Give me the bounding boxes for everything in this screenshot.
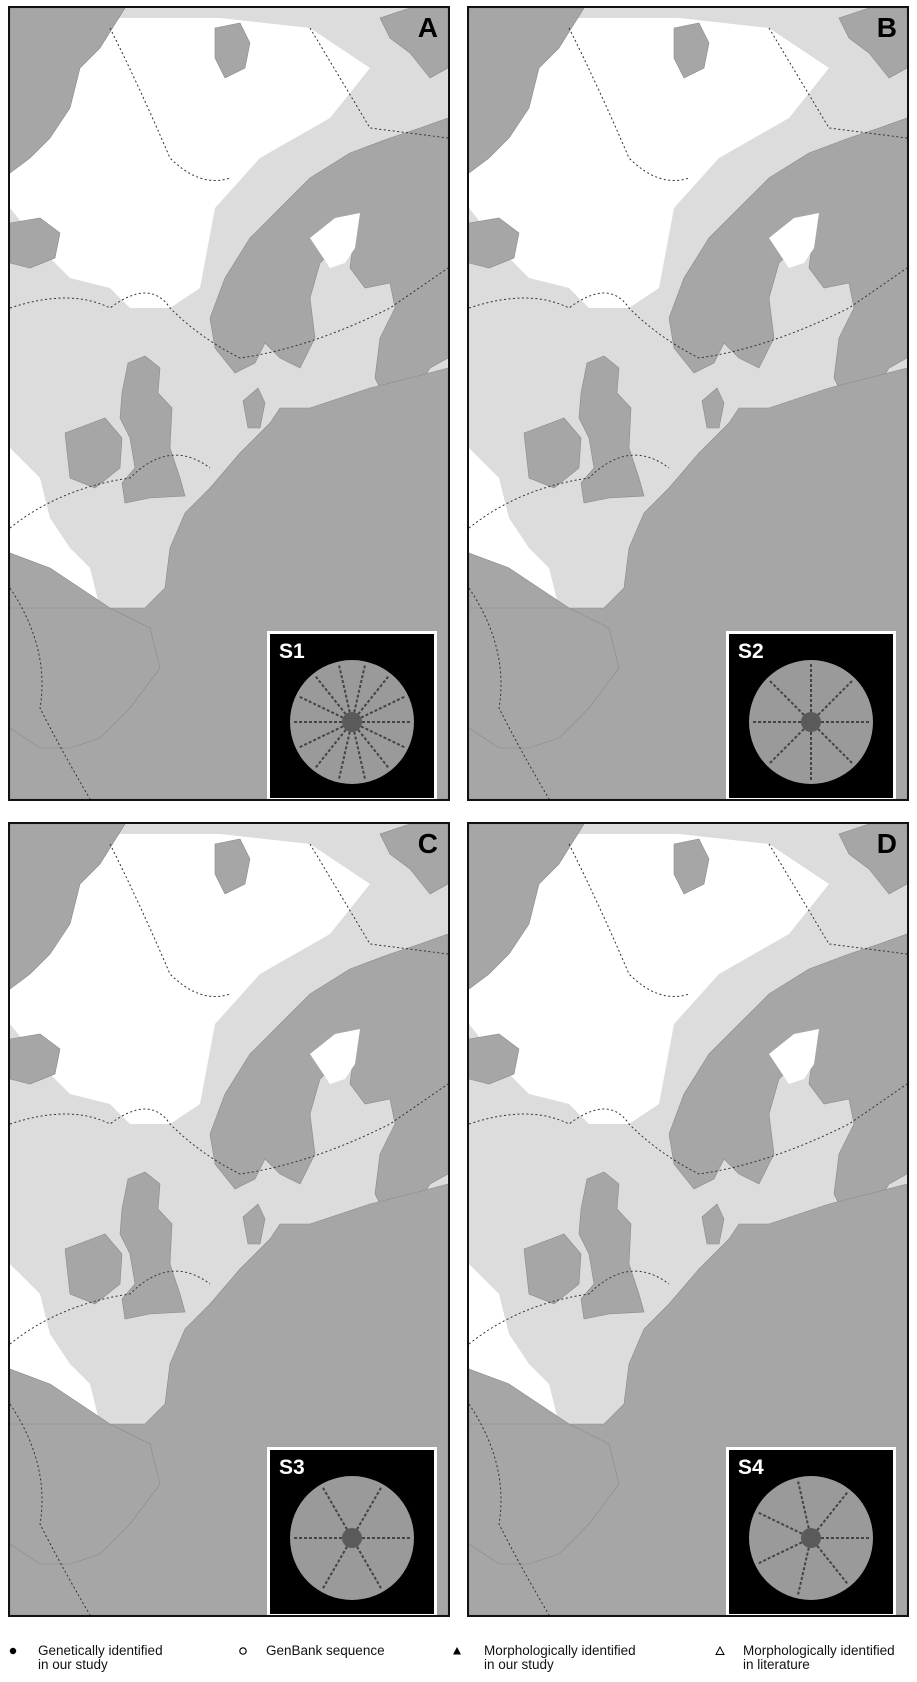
legend-label: Morphologically identified in our study [484,1643,636,1672]
panel-letter: D [876,828,897,859]
foraminifera-image-inset: S3 [267,1447,437,1615]
denmark [701,387,725,429]
gulf-of-bothnia [310,213,360,268]
iberian-peninsula [469,607,620,749]
filled-triangle-icon [453,1647,461,1655]
shelf-contour [469,587,550,799]
denmark [242,1203,266,1245]
iceland [10,1033,61,1085]
novaya-zemlya [379,824,448,895]
greenland [10,824,126,990]
map-panel-b: B S2 [467,6,909,801]
scandinavia [209,117,448,409]
map-panel-c: C S3 [8,822,450,1617]
shelf-contour [469,1270,670,1345]
foraminifera-specimen-image [290,1476,414,1600]
iceland [469,1033,520,1085]
greenland [469,824,585,990]
iberian-peninsula [10,607,161,749]
species-label: S4 [738,1456,764,1479]
shelf-contour [10,587,91,799]
map-panel-a: A S1 [8,6,450,801]
scandinavia [668,933,907,1225]
species-label: S3 [279,1456,305,1479]
shelf-contour [469,454,670,529]
greenland [10,8,126,174]
umbilicus [801,1528,821,1548]
filled-circle-icon [9,1647,17,1655]
deep-ocean [10,18,370,308]
shelf-contour [469,1403,550,1615]
scandinavia [668,117,907,409]
umbilicus [342,1528,362,1548]
shelf-contour [469,267,907,359]
great-britain [578,1171,645,1320]
foraminifera-image-inset: S1 [267,631,437,799]
great-britain [578,355,645,504]
shelf-contour [309,27,448,139]
novaya-zemlya [379,8,448,79]
shelf-contour [568,843,690,997]
svalbard [214,22,251,79]
shelf-contour [109,27,231,181]
denmark [242,387,266,429]
gulf-of-bothnia [769,1029,819,1084]
deep-ocean [469,18,829,308]
panel-letter: C [417,828,438,859]
iberian-peninsula [10,1423,161,1565]
foraminifera-specimen-image [749,660,873,784]
shelf-contour [109,843,231,997]
shelf-contour [10,454,211,529]
ireland [523,417,582,489]
umbilicus [342,712,362,732]
panel-letter: A [417,12,438,43]
novaya-zemlya [838,8,907,79]
great-britain [119,1171,186,1320]
gulf-of-bothnia [769,213,819,268]
shelf-contour [469,1083,907,1175]
shelf-contour [10,1270,211,1345]
panel-letter: B [876,12,897,43]
ireland [64,417,123,489]
foraminifera-image-inset: S2 [726,631,896,799]
greenland [469,8,585,174]
species-label: S1 [279,640,305,663]
shelf-contour [309,843,448,955]
legend-label: Morphologically identified in literature [743,1643,895,1672]
ireland [523,1233,582,1305]
iberian-peninsula [469,1423,620,1565]
shelf-contour [10,1403,91,1615]
open-triangle-icon [715,1646,725,1655]
svalbard [673,838,710,895]
scandinavia [209,933,448,1225]
shelf-contour [768,27,907,139]
deep-ocean [469,834,829,1124]
foraminifera-specimen-image [290,660,414,784]
shelf-contour [10,1083,448,1175]
legend-label: GenBank sequence [266,1643,385,1658]
svalbard [673,22,710,79]
foraminifera-image-inset: S4 [726,1447,896,1615]
iceland [10,217,61,269]
map-panel-d: D S4 [467,822,909,1617]
legend-label: Genetically identified in our study [38,1643,163,1672]
umbilicus [801,712,821,732]
ireland [64,1233,123,1305]
gulf-of-bothnia [310,1029,360,1084]
deep-ocean [10,834,370,1124]
shelf-contour [568,27,690,181]
shelf-contour [768,843,907,955]
svalbard [214,838,251,895]
great-britain [119,355,186,504]
shelf-contour [10,267,448,359]
foraminifera-specimen-image [749,1476,873,1600]
iceland [469,217,520,269]
denmark [701,1203,725,1245]
open-circle-icon [239,1647,247,1655]
novaya-zemlya [838,824,907,895]
species-label: S2 [738,640,764,663]
